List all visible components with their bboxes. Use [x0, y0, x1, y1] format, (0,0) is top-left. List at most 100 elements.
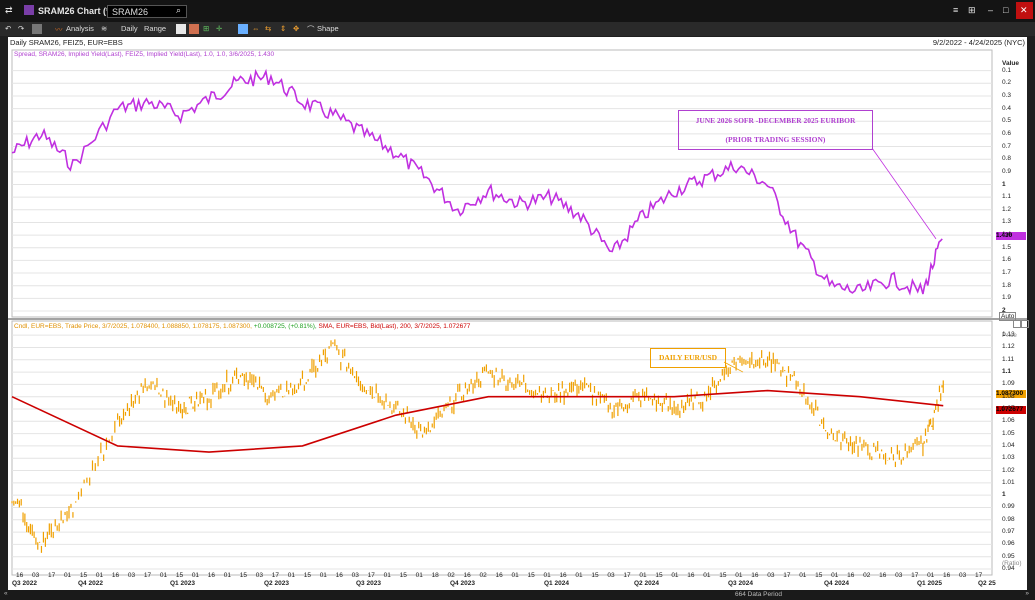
price-legend-change: +0.008725, (+0.81%),: [253, 323, 317, 330]
redo-icon[interactable]: ↷: [18, 24, 25, 33]
upper-tick-label: 0.7: [1002, 142, 1012, 150]
x-day-label: 01: [223, 572, 232, 579]
x-day-label: 16: [847, 572, 855, 579]
lower-tick-label: 1.05: [1002, 429, 1015, 437]
price-last-value: 1.087300: [996, 390, 1026, 398]
shape-icon[interactable]: ⌒: [307, 25, 315, 34]
maximize-button[interactable]: □: [1003, 5, 1009, 15]
x-day-label: 01: [95, 572, 104, 579]
x-day-label: 16: [495, 572, 503, 579]
minimize-button[interactable]: –: [988, 5, 994, 15]
upper-tick-label: 0.2: [1002, 79, 1012, 87]
spread-annotation: JUNE 2026 SOFR -DECEMBER 2025 EURIBOR (P…: [678, 110, 873, 150]
close-icon[interactable]: ✕: [1020, 5, 1028, 15]
lower-tick-label: 1: [1002, 491, 1006, 499]
x-day-label: 15: [527, 572, 535, 579]
lower-axis-title: Price: [1002, 332, 1017, 339]
upper-tick-label: 1.6: [1002, 256, 1012, 264]
scroll-left-icon[interactable]: «: [4, 590, 8, 597]
x-day-label: 03: [351, 572, 359, 579]
zoom-fit-icon[interactable]: ⇔: [252, 24, 260, 33]
calendar-icon[interactable]: [238, 24, 248, 34]
palette-icon[interactable]: [189, 24, 199, 34]
upper-tick-label: 1.1: [1002, 193, 1012, 201]
lower-tick-label: 1.07: [1002, 405, 1015, 412]
undo-icon[interactable]: ↶: [5, 24, 12, 33]
lower-tick-label: 1.08: [1002, 392, 1015, 400]
x-quarter-label: Q3 2023: [356, 580, 381, 587]
x-day-label: 01: [927, 572, 935, 579]
status-bar: « 664 Data Period »: [0, 590, 1035, 600]
x-day-label: 16: [335, 572, 343, 579]
x-day-label: 03: [31, 572, 40, 579]
chart-header: Daily SRAM26, FEIZ5, EUR=EBS 9/2/2022 - …: [8, 37, 1027, 48]
x-day-label: 17: [271, 572, 279, 579]
data-period-label: 664 Data Period: [735, 591, 782, 598]
lower-tick-label: 0.96: [1002, 540, 1015, 548]
x-day-label: 01: [63, 572, 72, 579]
spread-annotation-line1: JUNE 2026 SOFR -DECEMBER 2025 EURIBOR: [695, 116, 856, 125]
x-day-label: 15: [303, 572, 311, 579]
chart-date-range: 9/2/2022 - 4/24/2025 (NYC): [932, 38, 1025, 47]
restore-icon[interactable]: ⊞: [968, 5, 976, 15]
lower-tick-label: 1.11: [1002, 355, 1015, 363]
x-day-label: 01: [319, 572, 327, 579]
upper-tick-label: 1.8: [1002, 281, 1012, 289]
menu-icon[interactable]: ≡: [953, 5, 959, 15]
spread-legend: Spread, SRAM26, Implied Yield(Last), FEI…: [14, 51, 275, 58]
spread-annotation-pointer: [871, 147, 937, 240]
pan-icon[interactable]: ✥: [293, 24, 300, 33]
analysis-icon[interactable]: 〰: [55, 25, 63, 34]
upper-axis-title: Value: [1002, 60, 1019, 67]
x-day-label: 16: [463, 572, 471, 579]
x-day-label: 02: [863, 572, 871, 579]
periodicity-menu[interactable]: Daily: [121, 24, 138, 33]
folder-icon[interactable]: [32, 24, 42, 34]
x-day-label: 17: [911, 572, 919, 579]
lower-tick-label: 0.94: [1002, 565, 1015, 572]
x-day-label: 01: [287, 572, 295, 579]
range-menu[interactable]: Range: [144, 24, 167, 33]
x-day-label: 03: [895, 572, 903, 579]
x-day-label: 01: [703, 572, 711, 579]
x-quarter-label: Q1 2024: [544, 580, 569, 587]
x-day-label: 03: [255, 572, 263, 579]
chart-style-icon[interactable]: [176, 24, 186, 34]
x-day-label: 18: [431, 572, 439, 579]
upper-tick-label: 1.7: [1002, 269, 1012, 277]
price-legend: Cndl, EUR=EBS, Trade Price, 3/7/2025, 1.…: [14, 323, 470, 330]
lower-tick-label: 0.97: [1002, 528, 1015, 536]
x-day-label: 03: [959, 572, 967, 579]
x-day-label: 17: [143, 572, 152, 579]
upper-tick-label: 0.9: [1002, 167, 1012, 175]
chart-svg[interactable]: [8, 37, 1027, 590]
search-icon[interactable]: ⌕: [176, 5, 182, 15]
upper-tick-label: 1.9: [1002, 294, 1012, 302]
x-day-label: 01: [511, 572, 519, 579]
link-icon[interactable]: ⇄: [5, 5, 13, 15]
panel-close-icon[interactable]: [1021, 320, 1029, 328]
x-day-label: 16: [751, 572, 759, 579]
auto-scale-button[interactable]: Auto: [999, 312, 1017, 321]
x-quarter-label: Q2 25: [978, 580, 996, 587]
zoom-in-icon[interactable]: ⇆: [265, 24, 272, 33]
chart-type-icon[interactable]: ≋: [101, 24, 108, 33]
x-day-label: 15: [815, 572, 823, 579]
crosshair-icon[interactable]: ⊞: [203, 24, 210, 33]
upper-tick-label: 0.4: [1002, 104, 1012, 112]
close-button[interactable]: [1016, 2, 1033, 19]
x-day-label: 01: [671, 572, 679, 579]
lower-tick-label: 1.03: [1002, 454, 1015, 462]
chart-area[interactable]: Daily SRAM26, FEIZ5, EUR=EBS 9/2/2022 - …: [8, 37, 1029, 590]
panel-restore-icon[interactable]: [1013, 320, 1021, 328]
lower-tick-label: 1.1: [1002, 368, 1012, 376]
cursor-icon[interactable]: ✛: [216, 24, 223, 33]
scroll-right-icon[interactable]: »: [1025, 590, 1029, 597]
shape-menu[interactable]: Shape: [317, 24, 339, 33]
zoom-vertical-icon[interactable]: ⇕: [280, 24, 287, 33]
x-day-label: 15: [239, 572, 247, 579]
x-day-label: 16: [879, 572, 887, 579]
symbol-search-input[interactable]: SRAM26: [107, 5, 187, 18]
upper-tick-label: 1.5: [1002, 243, 1012, 251]
analysis-menu[interactable]: Analysis: [66, 24, 94, 33]
